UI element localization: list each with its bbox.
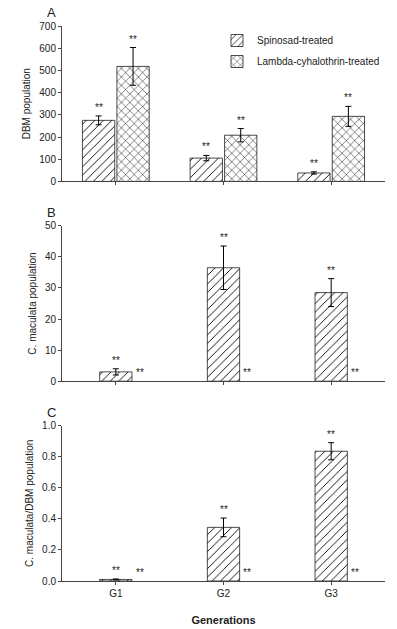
svg-text:0.0: 0.0 — [42, 576, 56, 587]
svg-text:**: ** — [129, 34, 137, 45]
svg-text:**: ** — [243, 567, 251, 578]
svg-text:**: ** — [202, 141, 210, 152]
svg-text:B: B — [47, 205, 56, 220]
svg-text:C. maculata population: C. maculata population — [27, 252, 38, 354]
svg-text:0: 0 — [50, 376, 56, 387]
svg-text:300: 300 — [39, 109, 56, 120]
svg-text:200: 200 — [39, 132, 56, 143]
svg-text:0.2: 0.2 — [42, 544, 56, 555]
svg-text:G2: G2 — [217, 588, 231, 599]
svg-text:**: ** — [243, 367, 251, 378]
svg-text:20: 20 — [45, 314, 57, 325]
svg-text:**: ** — [220, 232, 228, 243]
svg-text:600: 600 — [39, 43, 56, 54]
svg-text:**: ** — [310, 158, 318, 169]
svg-text:**: ** — [351, 367, 359, 378]
svg-text:DBM population: DBM population — [21, 68, 32, 139]
svg-text:**: ** — [136, 367, 144, 378]
svg-text:**: ** — [136, 567, 144, 578]
svg-text:G3: G3 — [324, 588, 338, 599]
svg-text:**: ** — [327, 265, 335, 276]
svg-text:**: ** — [237, 115, 245, 126]
svg-text:10: 10 — [45, 345, 57, 356]
svg-text:0.4: 0.4 — [42, 513, 56, 524]
svg-text:50: 50 — [45, 220, 57, 231]
svg-text:**: ** — [220, 504, 228, 515]
svg-text:**: ** — [344, 92, 352, 103]
svg-text:40: 40 — [45, 251, 57, 262]
svg-text:A: A — [47, 5, 56, 20]
svg-text:**: ** — [95, 102, 103, 113]
svg-text:700: 700 — [39, 21, 56, 32]
svg-text:G1: G1 — [109, 588, 123, 599]
svg-text:**: ** — [351, 567, 359, 578]
svg-text:**: ** — [327, 429, 335, 440]
svg-text:1.0: 1.0 — [42, 420, 56, 431]
svg-text:**: ** — [112, 565, 120, 576]
svg-text:C. maculata/DBM population: C. maculata/DBM population — [24, 440, 35, 567]
svg-text:0: 0 — [50, 176, 56, 187]
svg-text:400: 400 — [39, 87, 56, 98]
svg-text:100: 100 — [39, 154, 56, 165]
svg-text:500: 500 — [39, 65, 56, 76]
svg-text:0.6: 0.6 — [42, 482, 56, 493]
svg-text:Lambda-cyhalothrin-treated: Lambda-cyhalothrin-treated — [257, 56, 379, 67]
svg-text:**: ** — [112, 355, 120, 366]
svg-text:30: 30 — [45, 282, 57, 293]
svg-text:Spinosad-treated: Spinosad-treated — [257, 35, 333, 46]
svg-text:0.8: 0.8 — [42, 451, 56, 462]
svg-text:C: C — [47, 405, 56, 420]
svg-text:Generations: Generations — [191, 614, 255, 626]
